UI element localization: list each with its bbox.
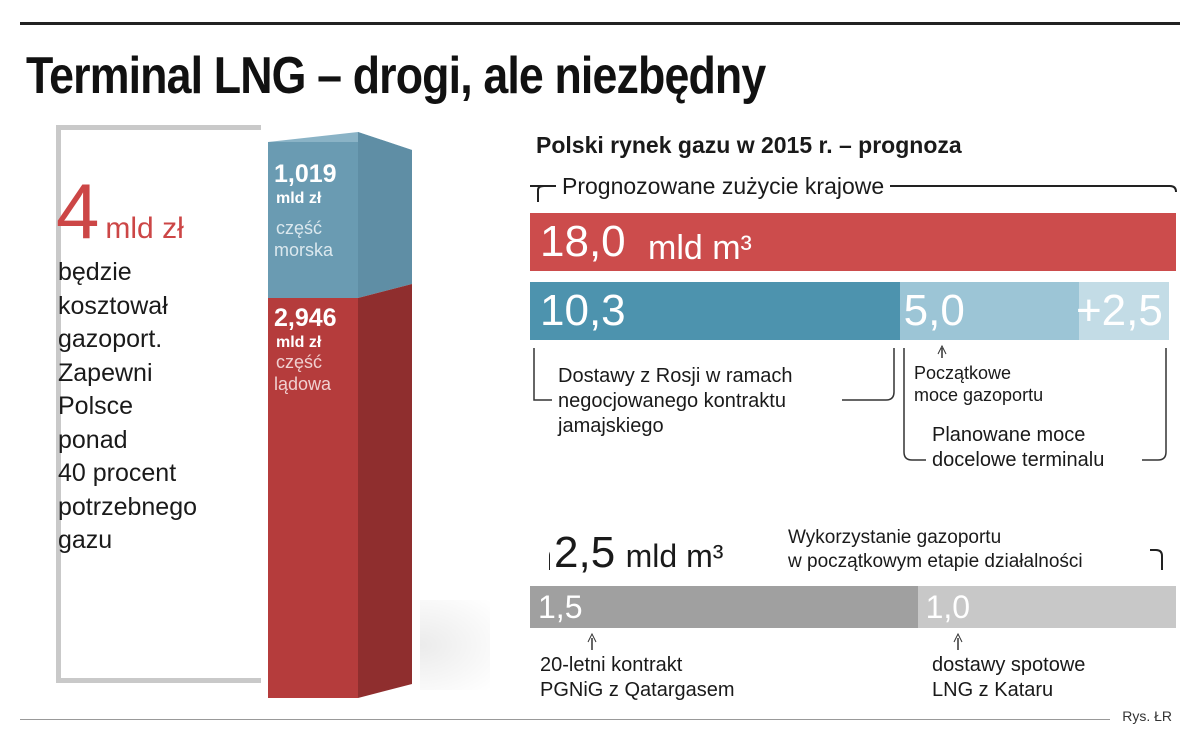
- annotation-line: jamajskiego: [558, 415, 664, 437]
- annotation-line: Planowane moce: [932, 424, 1086, 446]
- desc-line: gazu: [58, 526, 113, 554]
- usage-title: Wykorzystanie gazoportu w początkowym et…: [788, 526, 1087, 574]
- land-unit-label: mld zł: [276, 334, 322, 351]
- desc-line: 40 procent: [58, 459, 177, 487]
- cost-value: 4: [56, 167, 100, 255]
- cost-description: będzie kosztował gazoport. Zapewni Polsc…: [58, 256, 258, 558]
- annotation-line: docelowe terminalu: [932, 449, 1105, 471]
- desc-line: gazoport.: [58, 325, 163, 353]
- bottom-rule: [20, 719, 1110, 720]
- column-land-side: [358, 284, 412, 698]
- desc-line: będzie: [58, 258, 132, 286]
- top-rule: [20, 22, 1180, 25]
- annotation-line: LNG z Kataru: [932, 679, 1054, 701]
- annotation-line: PGNiG z Qatargasem: [540, 679, 735, 701]
- column-sea-segment: [268, 142, 358, 298]
- forecast-title: Prognozowane zużycie krajowe: [556, 174, 891, 199]
- segment-extra-capacity: +2,5: [1075, 282, 1169, 340]
- chart-subtitle: Polski rynek gazu w 2015 r. – prognoza: [536, 132, 962, 158]
- annotation-line: 20-letni kontrakt: [540, 654, 683, 676]
- usage-annotation-lines: [587, 632, 963, 650]
- annotation-line: Dostawy z Rosji w ramach: [558, 365, 793, 387]
- desc-line: ponad: [58, 425, 128, 454]
- desc-line: Zapewni: [58, 358, 153, 387]
- desc-line: potrzebnego: [58, 492, 198, 521]
- segment-extra-value: +2,5: [1075, 286, 1163, 335]
- russia-annotation: Dostawy z Rosji w ramach negocjowanego k…: [558, 364, 793, 439]
- sea-part-label-2: morska: [274, 240, 334, 260]
- initial-capacity-annotation: Początkowe moce gazoportu: [914, 362, 1043, 406]
- annotation-line: negocjowanego kontraktu: [558, 390, 786, 412]
- usage-bar: 1,5 1,0: [530, 586, 1176, 628]
- contract-annotation: 20-letni kontrakt PGNiG z Qatargasem: [540, 653, 735, 703]
- total-unit: mld m³: [648, 229, 752, 267]
- segment-initial-capacity: 5,0: [899, 282, 1080, 340]
- usage-total: 2,5 mld m³: [550, 528, 728, 578]
- usage-spot-value: 1,0: [925, 589, 971, 625]
- segment-initial-value: 5,0: [903, 286, 965, 335]
- usage-total-unit: mld m³: [625, 538, 724, 574]
- total-value: 18,0: [540, 217, 626, 266]
- annotation-line: Początkowe: [914, 363, 1012, 383]
- cost-column-chart: 1,019 mld zł część morska 2,946 mld zł c…: [268, 132, 412, 698]
- supply-bar: 10,3 5,0 +2,5: [530, 282, 1176, 340]
- credit: Rys. ŁR: [1122, 708, 1172, 724]
- column-shadow: [420, 600, 490, 690]
- land-value-label: 2,946: [274, 304, 337, 332]
- annotation-line: moce gazoportu: [914, 385, 1044, 405]
- desc-line: Polsce: [58, 392, 134, 420]
- land-part-label-2: lądowa: [274, 374, 332, 394]
- forecast-bracket: [530, 185, 1177, 202]
- annotation-line: dostawy spotowe: [932, 654, 1086, 676]
- column-sea-side: [358, 132, 412, 298]
- planned-capacity-annotation: Planowane moce docelowe terminalu: [932, 423, 1104, 473]
- segment-russia: 10,3: [530, 282, 900, 340]
- spot-annotation: dostawy spotowe LNG z Kataru: [932, 653, 1085, 703]
- land-part-label-1: część: [276, 352, 322, 372]
- cost-unit: mld zł: [105, 212, 184, 245]
- usage-title-line: Wykorzystanie gazoportu: [788, 527, 1002, 548]
- sea-unit-label: mld zł: [276, 190, 322, 207]
- usage-segment-contract: 1,5: [530, 586, 918, 628]
- usage-title-line: w początkowym etapie działalności: [788, 551, 1083, 572]
- usage-segment-spot: 1,0: [917, 586, 1176, 628]
- total-consumption-bar: 18,0 mld m³: [530, 213, 1176, 271]
- supply-annotation-lines: [533, 344, 1167, 461]
- sea-value-label: 1,019: [274, 160, 337, 188]
- desc-line: kosztował: [58, 291, 168, 320]
- column-land-segment: [268, 298, 358, 698]
- usage-contract-value: 1,5: [538, 589, 583, 625]
- segment-russia-value: 10,3: [540, 286, 626, 335]
- sea-part-label-1: część: [276, 218, 322, 238]
- page-title: Terminal LNG – drogi, ale niezbędny: [26, 47, 766, 105]
- cost-bracket: [56, 125, 261, 683]
- cost-figure: 4 mld zł: [56, 166, 184, 257]
- usage-total-value: 2,5: [554, 528, 616, 577]
